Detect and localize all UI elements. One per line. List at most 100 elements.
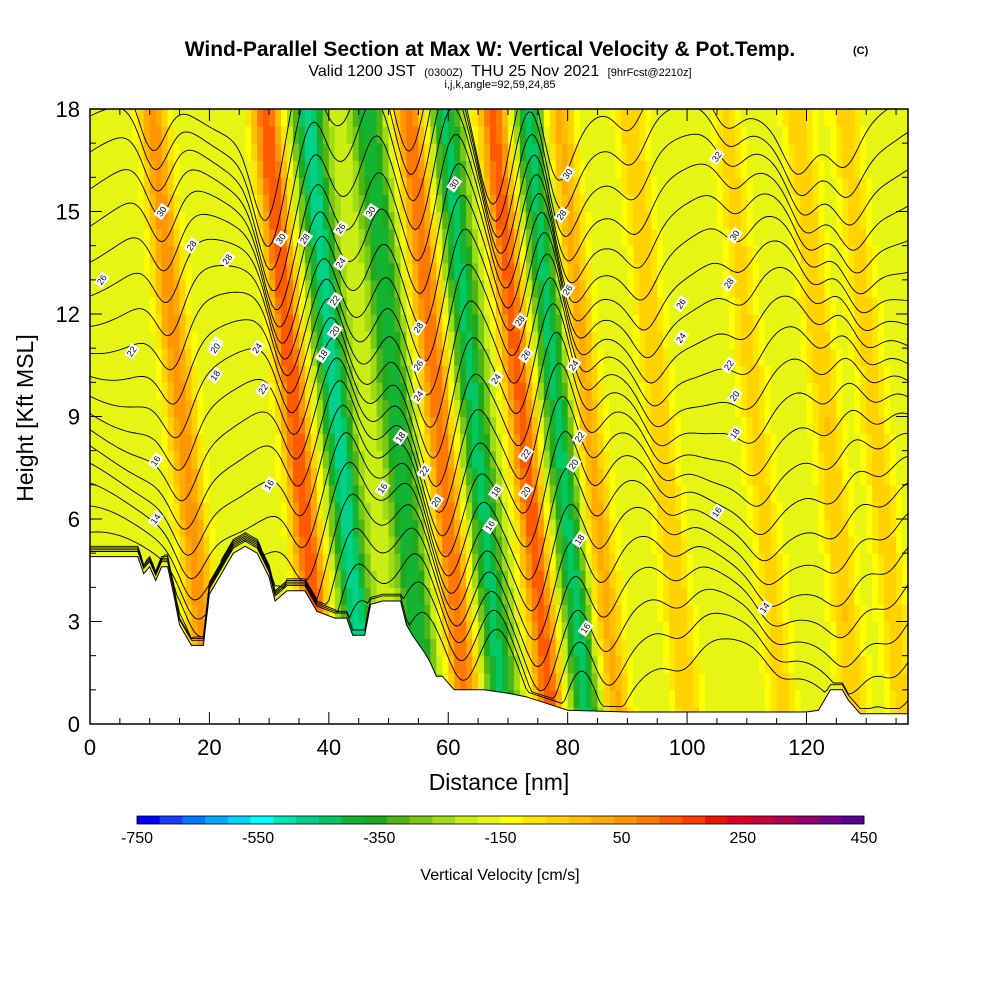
colorbar-swatch (523, 816, 547, 824)
velocity-cell (812, 331, 831, 349)
velocity-cell (860, 109, 908, 127)
velocity-cell (537, 245, 545, 264)
velocity-cell (513, 587, 521, 606)
velocity-cell (543, 655, 551, 674)
velocity-cell (304, 126, 318, 144)
velocity-cell (675, 382, 736, 401)
velocity-cell (161, 314, 169, 332)
velocity-cell (173, 262, 181, 281)
velocity-cell (591, 553, 599, 571)
velocity-cell (555, 296, 563, 315)
velocity-cell (322, 279, 330, 298)
velocity-cell (609, 433, 646, 452)
contour-label-box (123, 342, 140, 361)
velocity-cell (836, 296, 843, 315)
velocity-cell (746, 211, 754, 230)
velocity-cell (537, 553, 545, 571)
velocity-cell (597, 382, 605, 401)
velocity-cell (860, 126, 867, 144)
velocity-cell (585, 501, 593, 520)
velocity-cell (543, 109, 551, 127)
velocity-cell (842, 399, 855, 418)
velocity-cell (627, 604, 658, 623)
velocity-cell (884, 587, 897, 606)
velocity-cell (519, 467, 527, 486)
velocity-cell (585, 484, 593, 503)
velocity-cell (872, 484, 891, 503)
velocity-cell (824, 262, 831, 281)
velocity-cell (406, 245, 414, 264)
velocity-cell (513, 382, 527, 401)
velocity-cell (621, 638, 628, 657)
velocity-cell (382, 194, 390, 213)
velocity-cell (681, 553, 688, 571)
velocity-cell (525, 279, 533, 298)
velocity-cell (478, 331, 485, 349)
velocity-cell (382, 177, 390, 196)
velocity-cell (394, 484, 414, 503)
velocity-cell (812, 365, 831, 383)
velocity-cell (555, 331, 563, 349)
velocity-cell (287, 416, 294, 435)
velocity-cell (179, 211, 187, 230)
velocity-cell (394, 160, 402, 178)
velocity-cell (436, 177, 443, 196)
velocity-cell (627, 194, 634, 213)
velocity-cell (131, 109, 139, 127)
velocity-cell (507, 672, 515, 691)
velocity-cell (896, 587, 903, 606)
velocity-cell (352, 126, 360, 144)
contour-label: 28 (722, 276, 736, 290)
velocity-cell (293, 126, 300, 144)
velocity-cell (681, 484, 688, 503)
velocity-cell (609, 399, 640, 418)
velocity-cell (872, 553, 879, 571)
velocity-cell (681, 536, 688, 554)
velocity-cell (531, 331, 539, 349)
velocity-cell (496, 501, 503, 520)
velocity-cell (460, 382, 467, 401)
velocity-cell (334, 314, 342, 332)
velocity-cell (537, 536, 545, 554)
velocity-cell (501, 655, 509, 674)
velocity-cell (836, 109, 855, 127)
colorbar-swatch (250, 816, 274, 824)
velocity-cell (651, 467, 658, 486)
velocity-cell (149, 279, 157, 298)
velocity-cell (788, 587, 826, 606)
velocity-cell (149, 314, 157, 332)
velocity-cell (830, 536, 849, 554)
velocity-cell (794, 655, 831, 674)
velocity-cell (591, 587, 599, 606)
velocity-cell (890, 450, 897, 469)
colorbar-tick-label: 450 (851, 830, 878, 847)
velocity-cell (167, 450, 175, 469)
velocity-cell (770, 604, 778, 623)
velocity-cell (579, 143, 617, 161)
velocity-cell (352, 399, 360, 418)
velocity-cell (776, 672, 790, 691)
velocity-cell (854, 331, 861, 349)
velocity-cell (358, 126, 366, 144)
velocity-cell (478, 296, 485, 315)
velocity-cell (496, 450, 503, 469)
velocity-cell (478, 416, 485, 435)
velocity-cell (316, 126, 324, 144)
velocity-cell (412, 177, 425, 196)
velocity-cell (579, 279, 587, 298)
contour-label: 24 (250, 341, 264, 355)
velocity-cell (501, 399, 509, 418)
velocity-cell (633, 228, 652, 247)
velocity-cell (836, 399, 843, 418)
velocity-cell (651, 519, 658, 537)
velocity-cell (842, 638, 855, 657)
velocity-cell (866, 484, 873, 503)
velocity-cell (376, 160, 384, 178)
velocity-cell (507, 501, 515, 520)
velocity-cell (645, 433, 652, 452)
isentrope-line (90, 432, 908, 581)
velocity-cell (501, 262, 515, 281)
velocity-cell (890, 655, 903, 674)
velocity-cell (304, 314, 312, 332)
velocity-cell (185, 279, 193, 298)
